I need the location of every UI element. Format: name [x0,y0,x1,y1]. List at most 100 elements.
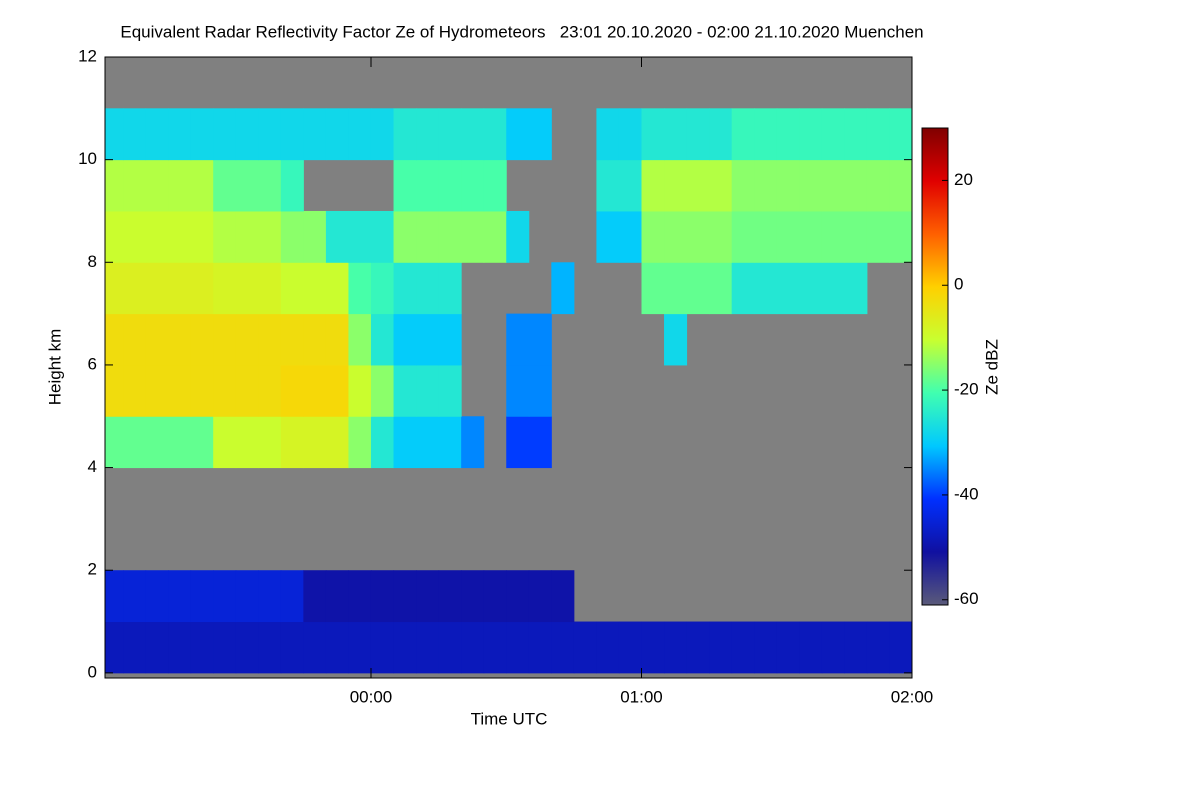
heatmap-cell [438,570,462,623]
heatmap-cell [686,159,710,212]
heatmap-cell [213,621,237,674]
heatmap-cell [618,210,642,263]
heatmap-cell [280,621,304,674]
heatmap-cell [754,210,778,263]
heatmap-cell [483,159,507,212]
heatmap-cell [438,364,462,417]
heatmap-cell [348,262,372,315]
heatmap-cell [754,621,778,674]
heatmap-cell [776,621,800,674]
heatmap-cell [303,210,327,263]
heatmap-cell [280,364,304,417]
heatmap-cell [393,210,417,263]
heatmap-cell [596,108,620,161]
heatmap-cell [213,364,237,417]
heatmap-cell [461,416,485,469]
heatmap-cell [235,313,259,366]
heatmap-cell [866,108,890,161]
heatmap-cell [709,621,733,674]
heatmap-cell [105,210,124,263]
heatmap-cell [370,313,395,366]
heatmap-cell [641,210,665,263]
heatmap-cell [461,108,485,161]
heatmap-cell [258,416,282,469]
colorbar [921,127,949,606]
heatmap-cell [821,159,845,212]
heatmap-cell [461,159,485,212]
heatmap-cell [168,570,192,623]
heatmap-cell [105,364,124,417]
heatmap-cell [618,621,642,674]
heatmap-cell [709,108,733,161]
heatmap-cell [370,416,395,469]
heatmap-cell [280,313,304,366]
heatmap-cell [506,108,530,161]
heatmap-cell [709,262,733,315]
heatmap-cell [168,262,192,315]
heatmap-cell [348,621,372,674]
heatmap-cell [303,364,327,417]
heatmap-cell [123,364,147,417]
heatmap-cell [506,621,530,674]
heatmap-cell [235,210,259,263]
heatmap-cell [686,108,710,161]
heatmap-cell [235,262,259,315]
heatmap-cell [866,210,890,263]
heatmap-cell [348,570,372,623]
heatmap-cell [438,313,462,366]
heatmap-cell [664,159,688,212]
heatmap-cell [213,313,237,366]
heatmap-cell [528,570,552,623]
heatmap-cell [754,159,778,212]
heatmap-cell [235,621,259,674]
heatmap-cell [213,570,237,623]
heatmap-cell [168,364,192,417]
heatmap-cell [393,364,417,417]
heatmap-cell [325,313,349,366]
heatmap-cell [370,570,395,623]
heatmap-cell [528,621,552,674]
x-tick-label: 00:00 [350,687,393,706]
heatmap-cell [145,621,169,674]
chart-title: Equivalent Radar Reflectivity Factor Ze … [120,22,923,41]
heatmap-cell [483,210,507,263]
heatmap-cell [461,621,485,674]
heatmap-cell [145,416,169,469]
heatmap-cell [303,262,327,315]
heatmap-cell [686,262,710,315]
heatmap-cell [483,621,507,674]
heatmap-cell [799,621,823,674]
heatmap-cell [686,210,710,263]
heatmap-cell [754,108,778,161]
heatmap-cell [641,108,665,161]
heatmap-cell [506,313,530,366]
heatmap-cell [370,364,395,417]
heatmap-cell [235,364,259,417]
y-tick-label: 8 [88,252,97,271]
heatmap-cell [190,313,214,366]
heatmap-cell [393,159,417,212]
heatmap-cell [731,159,755,212]
heatmap-cell [190,262,214,315]
heatmap-cell [528,313,552,366]
heatmap-cell [325,621,349,674]
heatmap-cell [123,108,147,161]
heatmap-cell [280,210,304,263]
heatmap-cell [348,364,372,417]
y-tick-label: 6 [88,354,97,373]
colorbar-label: Ze dBZ [982,339,1001,395]
heatmap-cell [551,262,575,315]
heatmap-cell [799,210,823,263]
y-axis-label: Height km [45,329,64,406]
y-tick-label: 10 [78,149,97,168]
x-axis-label: Time UTC [471,709,548,728]
heatmap-cell [303,621,327,674]
heatmap-cell [416,416,440,469]
heatmap-cell [348,313,372,366]
heatmap-cell [551,570,575,623]
y-tick-label: 4 [88,457,97,476]
heatmap-cell [213,416,237,469]
heatmap-cell [105,621,124,674]
heatmap-cell [258,570,282,623]
